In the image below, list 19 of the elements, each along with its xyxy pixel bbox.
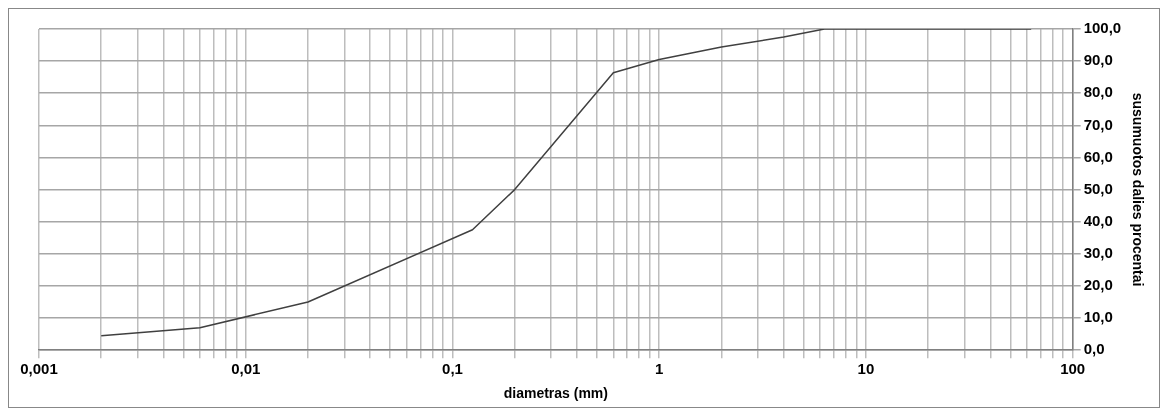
y-tick-label: 0,0: [1083, 340, 1105, 358]
x-tick-label: 1: [655, 360, 664, 378]
y-tick-label: 40,0: [1083, 211, 1113, 229]
y-tick-label: 70,0: [1083, 115, 1113, 133]
y-tick-label: 50,0: [1083, 179, 1113, 197]
x-tick-label: 0,1: [442, 360, 463, 378]
y-tick-label: 90,0: [1083, 51, 1113, 69]
x-tick-label: 10: [857, 360, 875, 378]
y-tick-label: 60,0: [1083, 147, 1113, 165]
y-tick-label: 100,0: [1083, 19, 1122, 37]
y-axis-title: susumuotos dalies procentai: [1129, 92, 1146, 287]
y-tick-label: 80,0: [1083, 83, 1113, 101]
x-axis-title: diametras (mm): [503, 385, 608, 402]
x-tick-label: 0,001: [20, 360, 58, 378]
x-tick-label: 0,01: [231, 360, 261, 378]
x-tick-label: 100: [1060, 360, 1086, 378]
y-tick-label: 20,0: [1083, 276, 1113, 294]
y-tick-label: 30,0: [1083, 243, 1113, 261]
y-tick-label: 10,0: [1083, 308, 1113, 326]
